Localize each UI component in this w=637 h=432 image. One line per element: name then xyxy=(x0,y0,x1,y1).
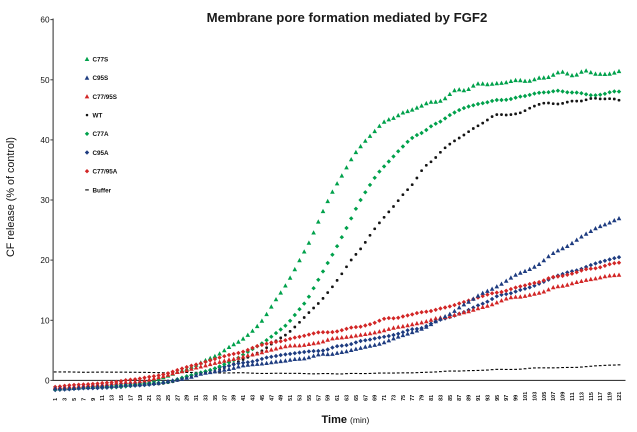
svg-text:87: 87 xyxy=(457,395,463,401)
svg-text:73: 73 xyxy=(392,395,398,401)
svg-text:30: 30 xyxy=(40,196,50,205)
svg-text:21: 21 xyxy=(147,395,153,401)
svg-text:105: 105 xyxy=(542,392,548,401)
svg-text:9: 9 xyxy=(91,398,97,401)
svg-text:35: 35 xyxy=(213,395,219,401)
svg-text:29: 29 xyxy=(185,395,191,401)
svg-text:C77/95A: C77/95A xyxy=(93,169,118,176)
svg-text:Buffer: Buffer xyxy=(93,187,112,194)
svg-text:Membrane pore formation mediat: Membrane pore formation mediated by FGF2 xyxy=(207,10,488,25)
svg-text:20: 20 xyxy=(40,256,50,265)
svg-text:79: 79 xyxy=(420,395,426,401)
svg-text:103: 103 xyxy=(532,392,538,401)
svg-text:53: 53 xyxy=(298,395,304,401)
svg-text:C77S: C77S xyxy=(93,56,109,63)
svg-text:40: 40 xyxy=(40,136,50,145)
svg-text:93: 93 xyxy=(485,395,491,401)
svg-text:15: 15 xyxy=(119,395,125,401)
svg-text:95: 95 xyxy=(495,395,501,401)
svg-text:49: 49 xyxy=(279,395,285,401)
svg-text:33: 33 xyxy=(204,395,210,401)
svg-text:17: 17 xyxy=(128,395,134,401)
svg-text:51: 51 xyxy=(288,395,294,401)
svg-text:27: 27 xyxy=(175,395,181,401)
svg-text:31: 31 xyxy=(194,395,200,401)
svg-text:107: 107 xyxy=(551,392,557,401)
svg-text:C95A: C95A xyxy=(93,150,110,157)
svg-text:117: 117 xyxy=(598,392,604,401)
svg-text:101: 101 xyxy=(523,392,529,401)
svg-text:121: 121 xyxy=(617,392,623,401)
svg-text:Time (min): Time (min) xyxy=(322,414,370,426)
svg-text:41: 41 xyxy=(241,395,247,401)
svg-text:25: 25 xyxy=(166,395,172,401)
svg-text:5: 5 xyxy=(72,398,78,401)
svg-text:119: 119 xyxy=(608,392,614,401)
svg-text:63: 63 xyxy=(345,395,351,401)
svg-text:81: 81 xyxy=(429,395,435,401)
svg-text:69: 69 xyxy=(373,395,379,401)
svg-text:60: 60 xyxy=(40,16,50,25)
svg-text:3: 3 xyxy=(63,398,69,401)
svg-text:71: 71 xyxy=(382,395,388,401)
svg-text:99: 99 xyxy=(514,395,520,401)
svg-text:7: 7 xyxy=(81,398,87,401)
svg-text:67: 67 xyxy=(363,395,369,401)
svg-text:113: 113 xyxy=(579,392,585,401)
svg-text:0: 0 xyxy=(45,376,50,385)
svg-text:13: 13 xyxy=(110,395,116,401)
svg-text:C77/95S: C77/95S xyxy=(93,94,118,101)
svg-text:65: 65 xyxy=(354,395,360,401)
svg-text:85: 85 xyxy=(448,395,454,401)
svg-text:59: 59 xyxy=(326,395,332,401)
svg-text:10: 10 xyxy=(40,316,50,325)
svg-text:77: 77 xyxy=(410,395,416,401)
svg-text:WT: WT xyxy=(93,113,103,120)
svg-text:C95S: C95S xyxy=(93,75,109,82)
svg-text:89: 89 xyxy=(467,395,473,401)
svg-text:111: 111 xyxy=(570,392,576,401)
svg-text:97: 97 xyxy=(504,395,510,401)
svg-text:23: 23 xyxy=(157,395,163,401)
svg-text:1: 1 xyxy=(53,398,59,401)
svg-text:37: 37 xyxy=(222,395,228,401)
svg-text:CF release (% of control): CF release (% of control) xyxy=(5,137,17,257)
svg-text:57: 57 xyxy=(316,395,322,401)
svg-text:47: 47 xyxy=(269,395,275,401)
svg-text:115: 115 xyxy=(589,392,595,401)
svg-text:91: 91 xyxy=(476,395,482,401)
svg-text:83: 83 xyxy=(438,395,444,401)
svg-text:50: 50 xyxy=(40,76,50,85)
svg-text:19: 19 xyxy=(138,395,144,401)
svg-text:39: 39 xyxy=(232,395,238,401)
svg-text:61: 61 xyxy=(335,395,341,401)
svg-text:11: 11 xyxy=(100,395,106,401)
svg-text:C77A: C77A xyxy=(93,131,110,138)
svg-text:45: 45 xyxy=(260,395,266,401)
svg-text:55: 55 xyxy=(307,395,313,401)
svg-text:109: 109 xyxy=(561,392,567,401)
svg-text:75: 75 xyxy=(401,395,407,401)
svg-text:43: 43 xyxy=(251,395,257,401)
